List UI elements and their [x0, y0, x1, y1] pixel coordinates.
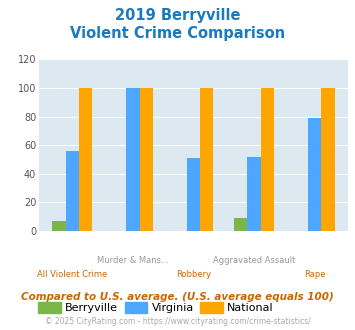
Text: 2019 Berryville: 2019 Berryville: [115, 8, 240, 23]
Bar: [53, 221, 66, 231]
Bar: [321, 88, 334, 231]
Bar: [79, 88, 92, 231]
Bar: [140, 88, 153, 231]
Bar: [126, 88, 140, 231]
Legend: Berryville, Virginia, National: Berryville, Virginia, National: [38, 302, 274, 313]
Text: Violent Crime Comparison: Violent Crime Comparison: [70, 26, 285, 41]
Bar: [187, 158, 200, 231]
Bar: [308, 118, 321, 231]
Text: Robbery: Robbery: [176, 270, 211, 279]
Bar: [261, 88, 274, 231]
Bar: [200, 88, 213, 231]
Text: Aggravated Assault: Aggravated Assault: [213, 256, 295, 265]
Text: © 2025 CityRating.com - https://www.cityrating.com/crime-statistics/: © 2025 CityRating.com - https://www.city…: [45, 317, 310, 326]
Text: Compared to U.S. average. (U.S. average equals 100): Compared to U.S. average. (U.S. average …: [21, 292, 334, 302]
Bar: [247, 157, 261, 231]
Bar: [234, 218, 247, 231]
Text: All Violent Crime: All Violent Crime: [37, 270, 108, 279]
Bar: [66, 151, 79, 231]
Text: Murder & Mans...: Murder & Mans...: [97, 256, 169, 265]
Text: Rape: Rape: [304, 270, 325, 279]
